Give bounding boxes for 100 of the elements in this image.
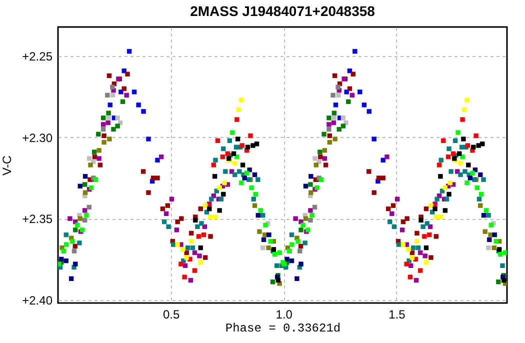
point — [478, 172, 483, 178]
y-tick-label: +2.25 — [22, 50, 53, 64]
point — [400, 242, 406, 247]
point — [376, 176, 382, 180]
point — [82, 208, 88, 213]
point — [308, 218, 313, 223]
point — [400, 228, 405, 232]
point — [220, 154, 226, 160]
point — [106, 73, 112, 78]
y-tick-label: +2.35 — [22, 212, 53, 226]
point — [207, 206, 212, 212]
point — [422, 254, 428, 258]
point — [323, 162, 328, 168]
point — [492, 245, 496, 250]
point — [424, 206, 429, 212]
point — [236, 107, 242, 112]
point — [289, 258, 294, 264]
point — [414, 230, 420, 236]
point — [332, 110, 337, 116]
point — [164, 211, 169, 216]
point — [418, 268, 423, 273]
point — [96, 132, 101, 136]
point — [165, 203, 170, 208]
point — [107, 136, 112, 142]
point — [344, 90, 349, 94]
point — [174, 228, 180, 232]
point — [115, 116, 120, 120]
point — [487, 237, 492, 242]
point — [124, 92, 129, 98]
point — [428, 255, 434, 260]
point — [480, 142, 485, 146]
point — [498, 252, 503, 257]
point — [184, 255, 189, 260]
point — [446, 192, 452, 197]
point — [231, 151, 236, 156]
point — [331, 120, 336, 126]
point — [96, 156, 102, 161]
point — [347, 86, 352, 92]
point — [502, 250, 507, 256]
point — [466, 162, 471, 168]
point — [424, 245, 429, 250]
point — [496, 280, 501, 284]
point — [293, 216, 298, 221]
point — [222, 180, 227, 186]
point — [362, 102, 367, 108]
point — [118, 90, 124, 94]
point — [410, 255, 415, 260]
point — [198, 260, 203, 265]
point — [327, 140, 332, 145]
point — [427, 232, 432, 238]
point — [266, 232, 272, 238]
point — [303, 184, 308, 188]
point — [414, 238, 420, 244]
point — [178, 262, 184, 266]
point — [448, 180, 452, 186]
point — [213, 214, 218, 220]
point — [298, 262, 304, 266]
point — [106, 120, 110, 126]
point — [404, 216, 410, 221]
point — [64, 258, 68, 264]
point — [235, 136, 240, 142]
point — [102, 140, 106, 145]
point — [270, 280, 276, 284]
point — [198, 245, 203, 250]
point — [461, 136, 466, 142]
point — [249, 185, 254, 190]
point — [230, 130, 235, 135]
point — [298, 228, 304, 232]
point — [234, 154, 240, 160]
point — [258, 208, 263, 213]
point — [202, 255, 208, 260]
point — [366, 169, 372, 174]
point — [146, 136, 151, 142]
point — [318, 150, 322, 154]
point — [418, 218, 424, 223]
point — [87, 156, 92, 161]
point — [326, 126, 332, 132]
point — [404, 262, 409, 266]
point — [189, 238, 194, 244]
point — [225, 151, 230, 156]
point — [125, 72, 130, 76]
point — [92, 150, 97, 154]
point — [460, 154, 465, 160]
point — [322, 132, 326, 136]
point — [482, 229, 488, 234]
point — [102, 133, 106, 138]
y-tick-label: +2.30 — [22, 130, 53, 145]
point — [276, 278, 281, 283]
point — [296, 238, 300, 244]
point — [75, 222, 80, 228]
point — [221, 192, 226, 197]
point — [217, 208, 222, 213]
point — [332, 73, 338, 78]
point — [175, 219, 180, 224]
point — [390, 211, 394, 216]
point — [160, 206, 166, 212]
point — [202, 203, 208, 208]
point — [308, 190, 314, 195]
point — [380, 176, 386, 180]
point — [58, 262, 62, 266]
